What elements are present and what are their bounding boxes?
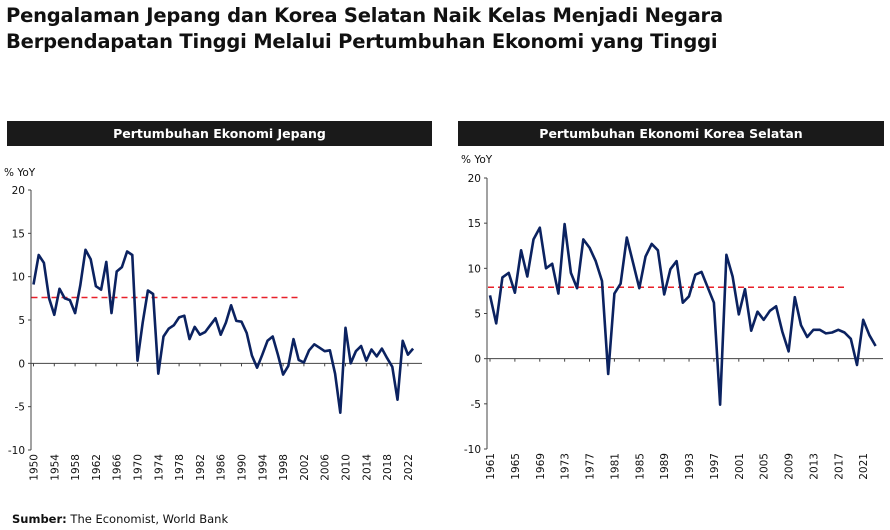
japan-x-tick-label: 1998 (278, 454, 290, 481)
japan-x-tick-label: 1962 (91, 454, 103, 481)
korea-x-tick-label: 2005 (759, 453, 771, 480)
japan-x-tick-label: 2002 (299, 454, 311, 481)
japan-y-tick-label: -10 (8, 445, 25, 457)
japan-x-tick-label: 1970 (133, 454, 145, 481)
korea-y-tick-label: -5 (471, 399, 481, 411)
korea-y-axis-label: % YoY (461, 154, 493, 166)
japan-x-tick-label: 1974 (153, 454, 165, 481)
korea-y-tick-label: 15 (468, 218, 481, 230)
japan-chart-header: Pertumbuhan Ekonomi Jepang (7, 121, 432, 146)
source-text: The Economist, World Bank (70, 512, 229, 526)
korea-y-tick-label: 10 (468, 263, 481, 275)
korea-growth-series-line (488, 222, 877, 407)
japan-x-tick-label: 1978 (174, 454, 186, 481)
korea-x-tick-label: 1969 (535, 453, 547, 480)
title-line-1: Pengalaman Jepang dan Korea Selatan Naik… (6, 4, 723, 27)
japan-x-tick-label: 2010 (341, 454, 353, 481)
japan-y-tick-label: 10 (12, 272, 25, 284)
korea-x-tick-label: 1977 (585, 453, 597, 480)
korea-x-tick-label: 1961 (485, 453, 497, 480)
korea-x-tick-label: 1965 (510, 453, 522, 480)
japan-growth-series-line (32, 248, 415, 415)
japan-y-tick-label: 5 (18, 315, 25, 327)
japan-y-tick-label: -5 (15, 402, 25, 414)
japan-x-tick-label: 1994 (257, 454, 269, 481)
korea-y-tick-label: 5 (474, 309, 481, 321)
korea-x-tick-label: 2001 (734, 453, 746, 480)
korea-x-tick-label: 1997 (709, 453, 721, 480)
korea-x-tick-label: 1985 (634, 453, 646, 480)
source-note: Sumber: The Economist, World Bank (12, 512, 228, 526)
japan-x-tick-label: 1982 (195, 454, 207, 481)
japan-x-tick-label: 2014 (361, 454, 373, 481)
korea-y-tick-label: 20 (468, 173, 481, 185)
korea-x-tick-label: 1993 (684, 453, 696, 480)
japan-y-tick-label: 0 (18, 358, 25, 370)
japan-x-tick-label: 2006 (320, 454, 332, 481)
japan-x-tick-label: 1950 (29, 454, 41, 481)
japan-x-tick-label: 1986 (216, 454, 228, 481)
page-title: Pengalaman Jepang dan Korea Selatan Naik… (6, 3, 723, 55)
japan-x-tick-label: 1954 (49, 454, 61, 481)
korea-y-tick-label: -10 (464, 444, 481, 456)
japan-x-tick-label: 1990 (237, 454, 249, 481)
source-label: Sumber: (12, 512, 67, 526)
korea-x-tick-label: 1989 (659, 453, 671, 480)
japan-y-tick-label: 15 (12, 228, 25, 240)
korea-x-tick-label: 2017 (833, 453, 845, 480)
korea-x-tick-label: 2021 (858, 453, 870, 480)
korea-y-tick-label: 0 (474, 354, 481, 366)
japan-x-tick-label: 1966 (112, 454, 124, 481)
korea-chart-header: Pertumbuhan Ekonomi Korea Selatan (458, 121, 884, 146)
korea-x-tick-label: 2009 (784, 453, 796, 480)
japan-y-tick-label: 20 (12, 185, 25, 197)
korea-x-tick-label: 2013 (808, 453, 820, 480)
korea-x-tick-label: 1981 (609, 453, 621, 480)
korea-x-tick-label: 1973 (560, 453, 572, 480)
title-line-2: Berpendapatan Tinggi Melalui Pertumbuhan… (6, 30, 718, 53)
japan-x-tick-label: 2022 (403, 454, 415, 481)
japan-x-tick-label: 1958 (70, 454, 82, 481)
japan-x-tick-label: 2018 (382, 454, 394, 481)
japan-y-axis-label: % YoY (4, 167, 36, 179)
